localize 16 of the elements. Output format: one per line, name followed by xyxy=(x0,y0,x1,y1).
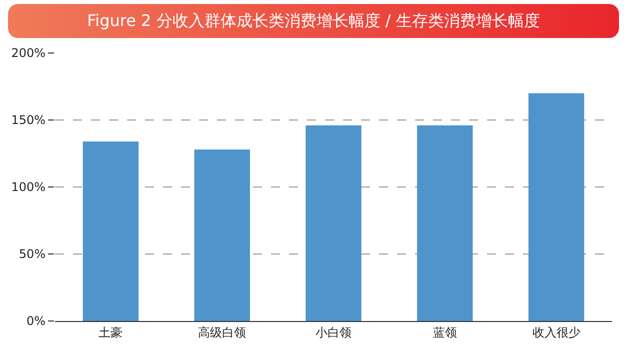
x-tick-label: 小白领 xyxy=(316,325,352,340)
y-tick-label: 100% xyxy=(11,180,46,194)
bar xyxy=(417,125,473,321)
bar xyxy=(306,125,362,321)
bar xyxy=(528,93,584,321)
x-tick-label: 收入很少 xyxy=(532,325,580,340)
y-tick-label: 200% xyxy=(11,46,46,60)
x-tick-label: 高级白领 xyxy=(198,325,246,340)
y-tick-label: 150% xyxy=(11,113,46,128)
bar xyxy=(82,141,139,321)
y-tick-label: 0% xyxy=(26,314,46,328)
x-tick-label: 土豪 xyxy=(98,325,123,340)
bar xyxy=(194,149,250,321)
x-tick-label: 蓝领 xyxy=(432,325,457,340)
y-tick-label: 50% xyxy=(18,247,46,262)
chart-title: Figure 2 分收入群体成长类消费增长幅度 / 生存类消费增长幅度 xyxy=(8,4,619,38)
